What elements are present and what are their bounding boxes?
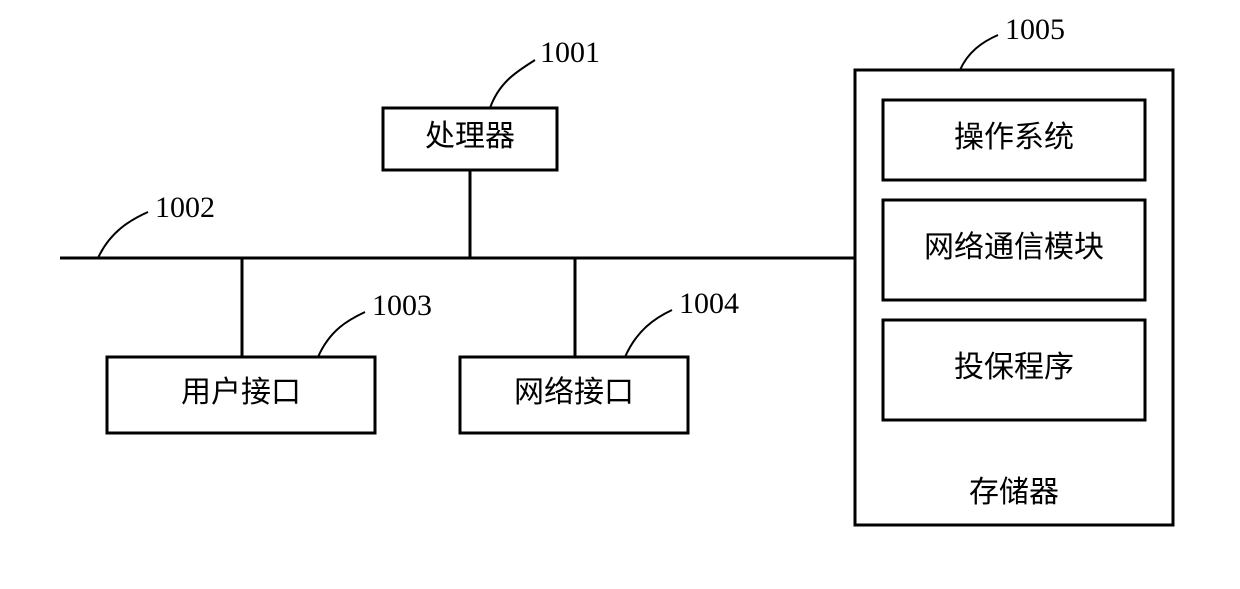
net-comm-module-label: 网络通信模块 [924,231,1104,264]
user-interface-label: 用户接口 [181,376,301,409]
memory-label: 存储器 [969,476,1059,509]
os-label: 操作系统 [954,121,1074,154]
callout-number-c1004: 1004 [679,287,739,320]
callout-number-c1001: 1001 [540,36,600,69]
callout-leader-c1001 [490,60,535,108]
callout-leader-c1004 [625,310,672,357]
callout-number-c1005: 1005 [1005,13,1065,46]
callout-leader-c1005 [960,35,998,70]
callout-leader-c1003 [318,312,365,357]
callout-number-c1003: 1003 [372,289,432,322]
insurance-program-label: 投保程序 [954,351,1074,384]
callout-number-c1002: 1002 [155,191,215,224]
callout-leader-c1002 [98,212,148,258]
processor-label: 处理器 [425,120,515,153]
network-interface-label: 网络接口 [514,376,634,409]
